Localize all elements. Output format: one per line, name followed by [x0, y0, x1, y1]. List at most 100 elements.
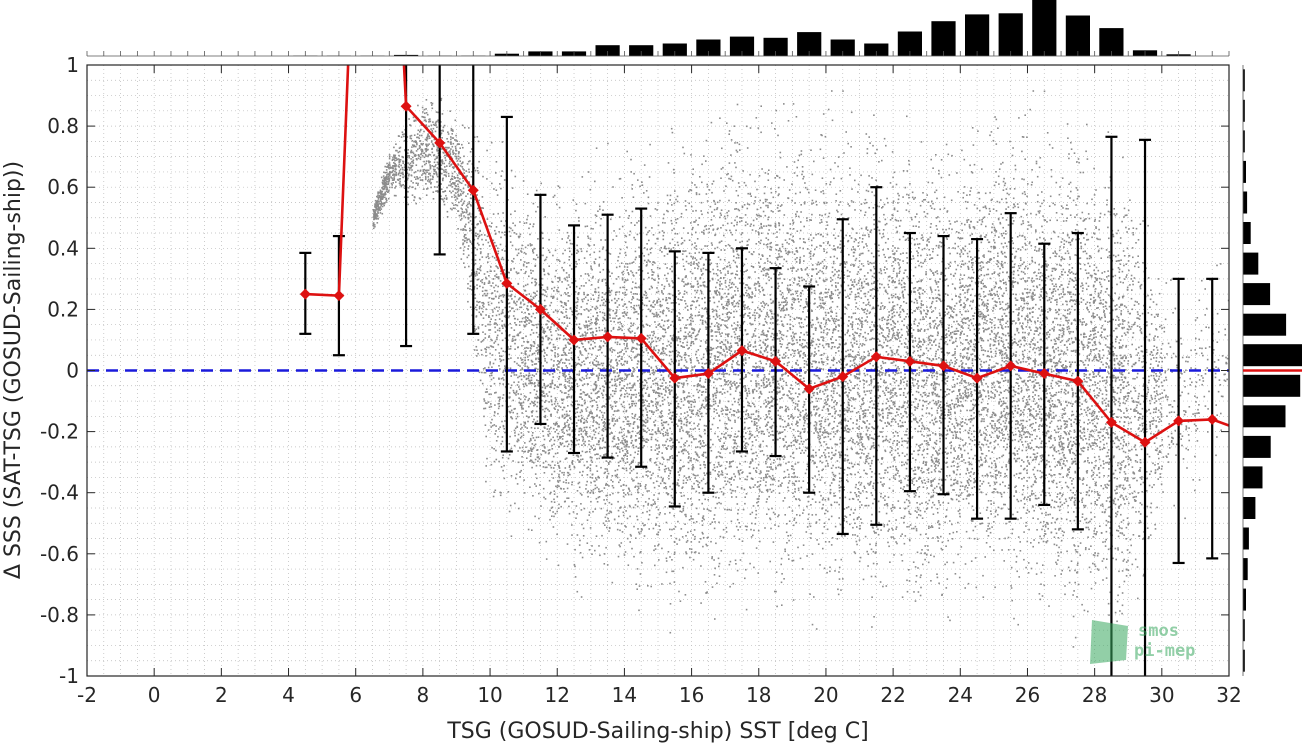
scatter-point	[609, 348, 611, 350]
scatter-point	[608, 301, 610, 304]
scatter-point	[531, 281, 533, 284]
scatter-point	[442, 126, 445, 129]
scatter-point	[611, 405, 614, 408]
scatter-point	[619, 545, 621, 548]
scatter-point	[542, 247, 544, 249]
scatter-point	[532, 421, 534, 423]
scatter-point	[531, 410, 534, 412]
scatter-point	[554, 464, 556, 466]
scatter-point	[561, 408, 564, 411]
scatter-point	[452, 142, 455, 145]
scatter-point	[595, 330, 598, 332]
scatter-point	[500, 236, 502, 239]
scatter-point	[585, 377, 588, 379]
scatter-point	[605, 319, 608, 321]
scatter-point	[598, 265, 600, 267]
scatter-point	[423, 119, 426, 122]
scatter-point	[597, 281, 599, 283]
scatter-point	[626, 387, 628, 389]
scatter-point	[624, 303, 627, 305]
scatter-point	[503, 325, 506, 327]
scatter-point	[474, 254, 477, 256]
scatter-point	[649, 377, 651, 379]
scatter-point	[560, 436, 562, 438]
scatter-point	[536, 349, 539, 351]
scatter-point	[457, 193, 460, 196]
scatter-point	[595, 327, 597, 330]
scatter-point	[569, 307, 572, 309]
scatter-point	[453, 166, 455, 168]
scatter-point	[534, 458, 537, 461]
scatter-point	[536, 370, 539, 373]
scatter-point	[578, 347, 581, 349]
scatter-point	[515, 324, 518, 326]
scatter-point	[474, 259, 477, 261]
scatter-point	[377, 205, 379, 207]
scatter-point	[543, 496, 545, 499]
scatter-point	[621, 312, 624, 314]
scatter-point	[538, 300, 540, 302]
scatter-point	[650, 438, 653, 441]
scatter-point	[501, 436, 504, 438]
scatter-point	[637, 353, 639, 356]
scatter-point	[429, 174, 432, 177]
scatter-point	[377, 194, 379, 197]
scatter-point	[543, 349, 546, 352]
scatter-point	[583, 309, 586, 311]
scatter-point	[375, 210, 377, 212]
scatter-point	[631, 413, 634, 415]
scatter-point	[650, 585, 652, 588]
scatter-point	[557, 438, 560, 441]
scatter-point	[652, 334, 654, 337]
scatter-point	[533, 389, 536, 391]
scatter-point	[615, 359, 617, 362]
scatter-point	[480, 251, 482, 253]
scatter-point	[489, 352, 491, 355]
scatter-point	[385, 184, 387, 187]
scatter-point	[584, 296, 587, 299]
scatter-point	[490, 405, 493, 408]
scatter-point	[498, 400, 501, 402]
scatter-point	[624, 251, 627, 254]
scatter-point	[586, 417, 589, 420]
scatter-point	[585, 357, 587, 359]
scatter-point	[566, 450, 568, 453]
scatter-point	[554, 400, 557, 403]
scatter-point	[519, 476, 521, 478]
scatter-point	[374, 204, 377, 206]
scatter-point	[535, 357, 537, 360]
scatter-point	[407, 149, 409, 151]
scatter-point	[561, 416, 564, 418]
scatter-point	[427, 134, 429, 136]
scatter-point	[587, 356, 589, 359]
scatter-point	[471, 273, 473, 275]
scatter-point	[520, 435, 523, 438]
scatter-point	[478, 234, 481, 237]
scatter-point	[625, 435, 628, 438]
scatter-point	[483, 273, 486, 275]
scatter-point	[656, 439, 659, 442]
scatter-point	[575, 505, 578, 507]
scatter-point	[424, 173, 427, 175]
scatter-point	[542, 237, 544, 240]
scatter-point	[412, 159, 415, 161]
scatter-point	[490, 385, 492, 387]
scatter-point	[436, 181, 438, 183]
scatter-point	[632, 444, 635, 447]
scatter-point	[637, 482, 640, 485]
scatter-point	[566, 414, 569, 417]
scatter-point	[657, 386, 659, 389]
scatter-point	[645, 292, 647, 294]
scatter-point	[645, 323, 648, 326]
scatter-point	[444, 159, 447, 162]
scatter-point	[592, 389, 595, 392]
scatter-point	[450, 191, 453, 194]
scatter-point	[646, 427, 649, 430]
scatter-point	[468, 265, 470, 268]
scatter-point	[642, 467, 645, 470]
scatter-point	[601, 490, 603, 492]
scatter-point	[586, 474, 589, 476]
scatter-point	[568, 423, 570, 426]
scatter-point	[643, 255, 645, 257]
scatter-point	[478, 235, 480, 238]
